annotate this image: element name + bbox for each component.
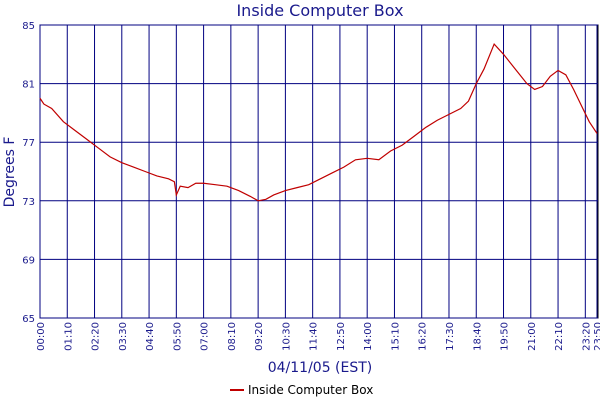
x-tick-label: 21:00 xyxy=(527,322,538,351)
y-tick-label: 65 xyxy=(22,314,35,325)
y-tick-label: 85 xyxy=(22,21,35,32)
y-tick-label: 73 xyxy=(22,197,35,208)
chart-title: Inside Computer Box xyxy=(236,1,403,20)
x-tick-label: 01:10 xyxy=(63,322,74,351)
x-tick-label: 22:10 xyxy=(554,322,565,351)
x-tick-label: 00:00 xyxy=(36,322,47,351)
x-tick-label: 05:50 xyxy=(172,322,183,351)
y-tick-label: 81 xyxy=(22,80,35,91)
x-tick-label: 14:00 xyxy=(363,322,374,351)
x-tick-label: 19:50 xyxy=(500,322,511,351)
x-tick-label: 11:40 xyxy=(309,322,320,351)
x-tick-label: 16:20 xyxy=(418,322,429,351)
x-axis-label: 04/11/05 (EST) xyxy=(268,360,373,376)
plot-frame xyxy=(39,24,599,319)
y-tick-label: 77 xyxy=(22,138,35,149)
x-tick-label: 04:40 xyxy=(145,322,156,351)
legend-label: Inside Computer Box xyxy=(248,383,373,397)
x-tick-label: 03:30 xyxy=(118,322,129,351)
y-axis-label: Degrees F xyxy=(2,137,18,208)
y-tick-label: 69 xyxy=(22,255,35,266)
data-line xyxy=(39,42,598,202)
x-tick-label: 08:10 xyxy=(227,322,238,351)
x-tick-label: 12:50 xyxy=(336,322,347,351)
x-tick-label: 09:20 xyxy=(254,322,265,351)
x-tick-label: 17:30 xyxy=(445,322,456,351)
x-tick-label: 23:50 xyxy=(593,322,600,351)
x-tick-label: 15:10 xyxy=(390,322,401,351)
x-tick-label: 02:20 xyxy=(91,322,102,351)
x-tick-label: 23:20 xyxy=(581,322,592,351)
x-tick-label: 10:30 xyxy=(281,322,292,351)
x-tick-label: 07:00 xyxy=(200,322,211,351)
x-tick-label: 18:40 xyxy=(472,322,483,351)
